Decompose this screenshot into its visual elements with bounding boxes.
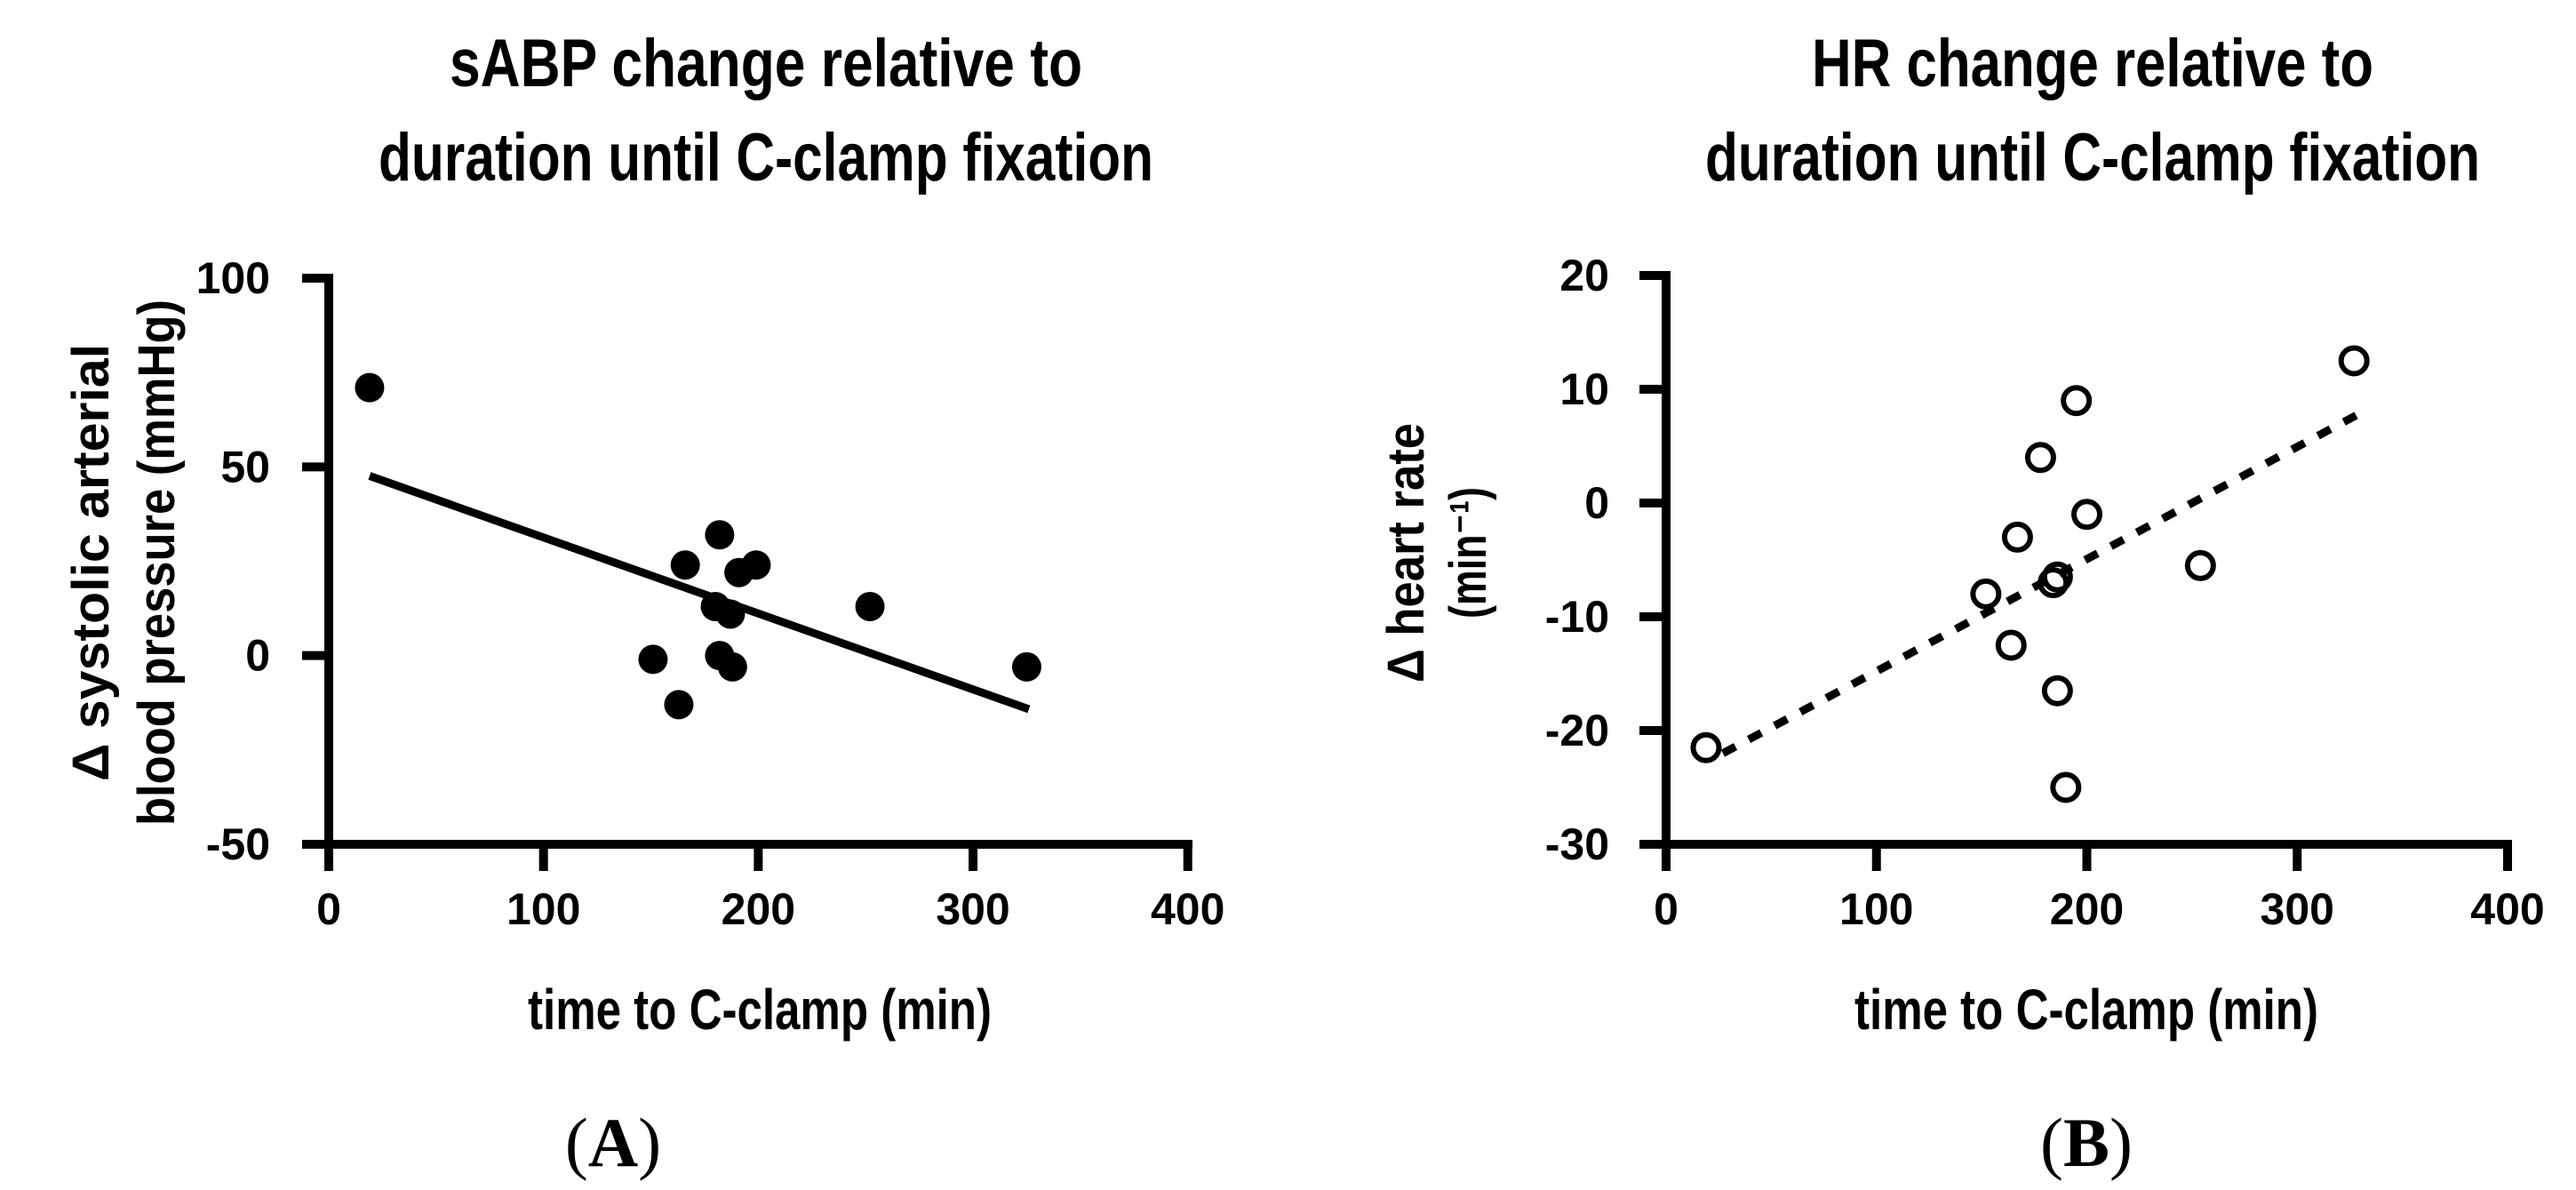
data-point [855,591,885,621]
panel-a-x-axis-label: time to C-clamp (min) [528,978,992,1042]
x-tick-label: 0 [316,884,341,934]
y-tick-label: 50 [220,442,270,491]
data-point [1690,731,1722,763]
data-point [355,372,385,403]
x-tick-label: 0 [1654,884,1679,934]
x-tick-label: 400 [1151,884,1224,934]
y-tick-label: 0 [245,631,270,681]
data-point [664,690,694,720]
data-point [2024,442,2056,474]
data-point [717,651,747,682]
y-tick-label: 100 [196,253,270,303]
x-tick-label: 100 [506,884,580,934]
data-point [1995,629,2027,661]
panel-b-title-line2: duration until C-clamp fixation [1705,120,2480,196]
y-tick-label: -10 [1545,592,1609,642]
x-tick-label: 400 [2470,884,2544,934]
data-point [2001,521,2033,553]
panel-a-title-line2: duration until C-clamp fixation [379,120,1153,196]
data-point [2071,499,2102,531]
data-point [2041,675,2073,707]
data-point [1970,578,2002,610]
data-point [2338,345,2370,377]
panel-a-plot-area: 100 50 0 -50 0 100 200 300 400 [196,253,1225,934]
y-tick-label: 0 [1584,478,1609,528]
trend-line [368,472,1031,714]
data-point [715,599,746,629]
y-tick-label: -50 [206,819,270,869]
data-point [670,550,700,580]
panel-a-paren-open: ( [565,1104,588,1181]
x-tick-label: 200 [722,884,795,934]
panel-b-letter: B [2063,1104,2109,1181]
panel-b-y-axis-label-line2: (min⁻¹) [1440,487,1497,619]
panel-a-paren-close: ) [638,1104,661,1181]
panel-b-x-axis-label: time to C-clamp (min) [1854,978,2318,1042]
panel-b-y-axis-label-line1: Δ heart rate [1377,423,1435,683]
panel-a-y-axis-label-line2: blood pressure (mmHg) [128,299,186,826]
y-tick-label: 10 [1559,364,1609,414]
data-point [2050,771,2082,803]
data-point [2184,549,2216,581]
panel-a-y-axis-label-line1: Δ systolic arterial [62,344,120,781]
data-point [741,550,771,580]
panel-b-paren-open: ( [2040,1104,2063,1181]
panel-b-paren-close: ) [2109,1104,2133,1181]
x-tick-label: 100 [1839,884,1913,934]
y-tick-label: -20 [1545,706,1609,755]
x-tick-label: 300 [936,884,1009,934]
panel-b: HR change relative to duration until C-c… [1377,26,2545,1181]
x-tick-label: 200 [2050,884,2124,934]
panel-a-letter-label: (A) [565,1104,661,1181]
panel-b-title-line1: HR change relative to [1812,26,2373,101]
panel-a-title-line1: sABP change relative to [450,26,1082,101]
panel-a-letter: A [588,1104,638,1181]
data-point [1011,651,1041,682]
y-tick-label: 20 [1559,251,1609,300]
panel-a: sABP change relative to duration until C… [62,26,1224,1181]
data-point [2041,561,2073,593]
x-tick-label: 300 [2261,884,2334,934]
data-point [2061,385,2093,417]
data-point [705,520,735,550]
panel-b-letter-label: (B) [2040,1104,2133,1181]
data-point [638,644,668,675]
y-tick-label: -30 [1545,819,1609,869]
